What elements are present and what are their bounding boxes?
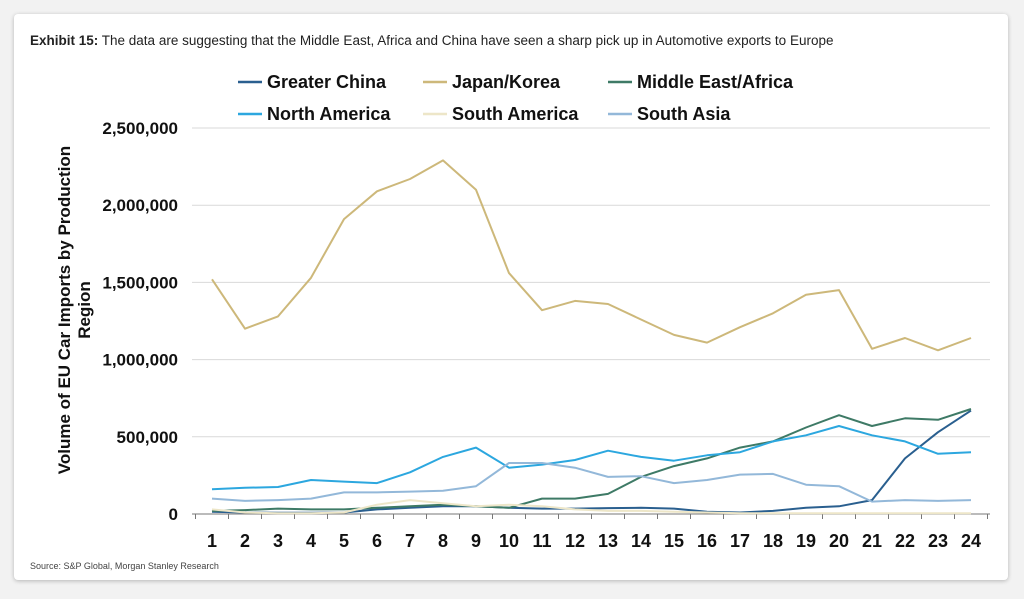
series-line-north-america bbox=[211, 425, 972, 491]
series-line-middle-east-africa bbox=[211, 408, 972, 512]
x-tick-label: 21 bbox=[862, 531, 882, 551]
legend-label: Japan/Korea bbox=[452, 72, 561, 92]
x-tick-label: 24 bbox=[961, 531, 981, 551]
series-line-south-asia bbox=[211, 462, 972, 503]
x-tick-label: 19 bbox=[796, 531, 816, 551]
series-line-japan-korea bbox=[211, 159, 972, 352]
y-tick-label: 2,500,000 bbox=[102, 119, 178, 138]
exhibit-text: The data are suggesting that the Middle … bbox=[101, 33, 834, 48]
series-lines bbox=[211, 159, 972, 515]
y-tick-label: 2,000,000 bbox=[102, 196, 178, 215]
x-tick-label: 16 bbox=[697, 531, 717, 551]
y-axis-label-line: Volume of EU Car Imports by Production bbox=[55, 146, 74, 474]
y-tick-label: 1,000,000 bbox=[102, 351, 178, 370]
x-tick-label: 10 bbox=[499, 531, 519, 551]
legend-item-north-america: North America bbox=[238, 104, 391, 124]
x-tick-label: 7 bbox=[405, 531, 415, 551]
x-tick-label: 20 bbox=[829, 531, 849, 551]
x-tick-label: 17 bbox=[730, 531, 750, 551]
x-tick-label: 23 bbox=[928, 531, 948, 551]
y-tick-label: 500,000 bbox=[117, 428, 178, 447]
y-axis-ticks: 0 500,000 1,000,000 1,500,000 2,000,000 2,500… bbox=[102, 119, 178, 524]
x-tick-label: 18 bbox=[763, 531, 783, 551]
gridlines bbox=[192, 127, 990, 438]
exhibit-title: Exhibit 15: The data are suggesting that… bbox=[30, 33, 990, 48]
legend-item-greater-china: Greater China bbox=[238, 72, 387, 92]
legend-item-japan-korea: Japan/Korea bbox=[423, 72, 561, 92]
x-tick-label: 1 bbox=[207, 531, 217, 551]
x-tick-label: 12 bbox=[565, 531, 585, 551]
legend-label: Greater China bbox=[267, 72, 387, 92]
x-tick-label: 13 bbox=[598, 531, 618, 551]
x-axis bbox=[192, 513, 990, 519]
source-note: Source: S&P Global, Morgan Stanley Resea… bbox=[30, 561, 219, 571]
x-tick-label: 8 bbox=[438, 531, 448, 551]
y-tick-label: 0 bbox=[169, 505, 178, 524]
x-tick-label: 4 bbox=[306, 531, 316, 551]
series-line-south-america bbox=[211, 499, 971, 515]
legend-label: South America bbox=[452, 104, 579, 124]
exhibit-label: Exhibit 15: bbox=[30, 33, 99, 48]
legend-label: North America bbox=[267, 104, 391, 124]
y-tick-label: 1,500,000 bbox=[102, 273, 178, 292]
x-tick-label: 2 bbox=[240, 531, 250, 551]
x-axis-ticks: 1 2 3 4 5 6 7 8 9 10 11 12 13 14 15 16 17 18 19 20 21 22 23 24 bbox=[207, 531, 981, 551]
y-axis-label-line: Region bbox=[75, 281, 94, 339]
x-tick-label: 14 bbox=[631, 531, 651, 551]
x-tick-label: 15 bbox=[664, 531, 684, 551]
x-tick-label: 11 bbox=[532, 531, 551, 551]
legend: Greater China Japan/Korea Middle East/Afri… bbox=[238, 72, 794, 124]
x-tick-label: 3 bbox=[273, 531, 283, 551]
legend-label: South Asia bbox=[637, 104, 731, 124]
legend-item-middle-east-africa: Middle East/Africa bbox=[608, 72, 794, 92]
legend-label: Middle East/Africa bbox=[637, 72, 794, 92]
x-tick-label: 9 bbox=[471, 531, 481, 551]
x-tick-label: 6 bbox=[372, 531, 382, 551]
x-tick-label: 22 bbox=[895, 531, 915, 551]
legend-item-south-asia: South Asia bbox=[608, 104, 731, 124]
legend-item-south-america: South America bbox=[423, 104, 579, 124]
series-line-greater-china bbox=[211, 409, 972, 514]
y-axis-label: Volume of EU Car Imports by ProductionRe… bbox=[55, 146, 94, 474]
x-tick-label: 5 bbox=[339, 531, 349, 551]
